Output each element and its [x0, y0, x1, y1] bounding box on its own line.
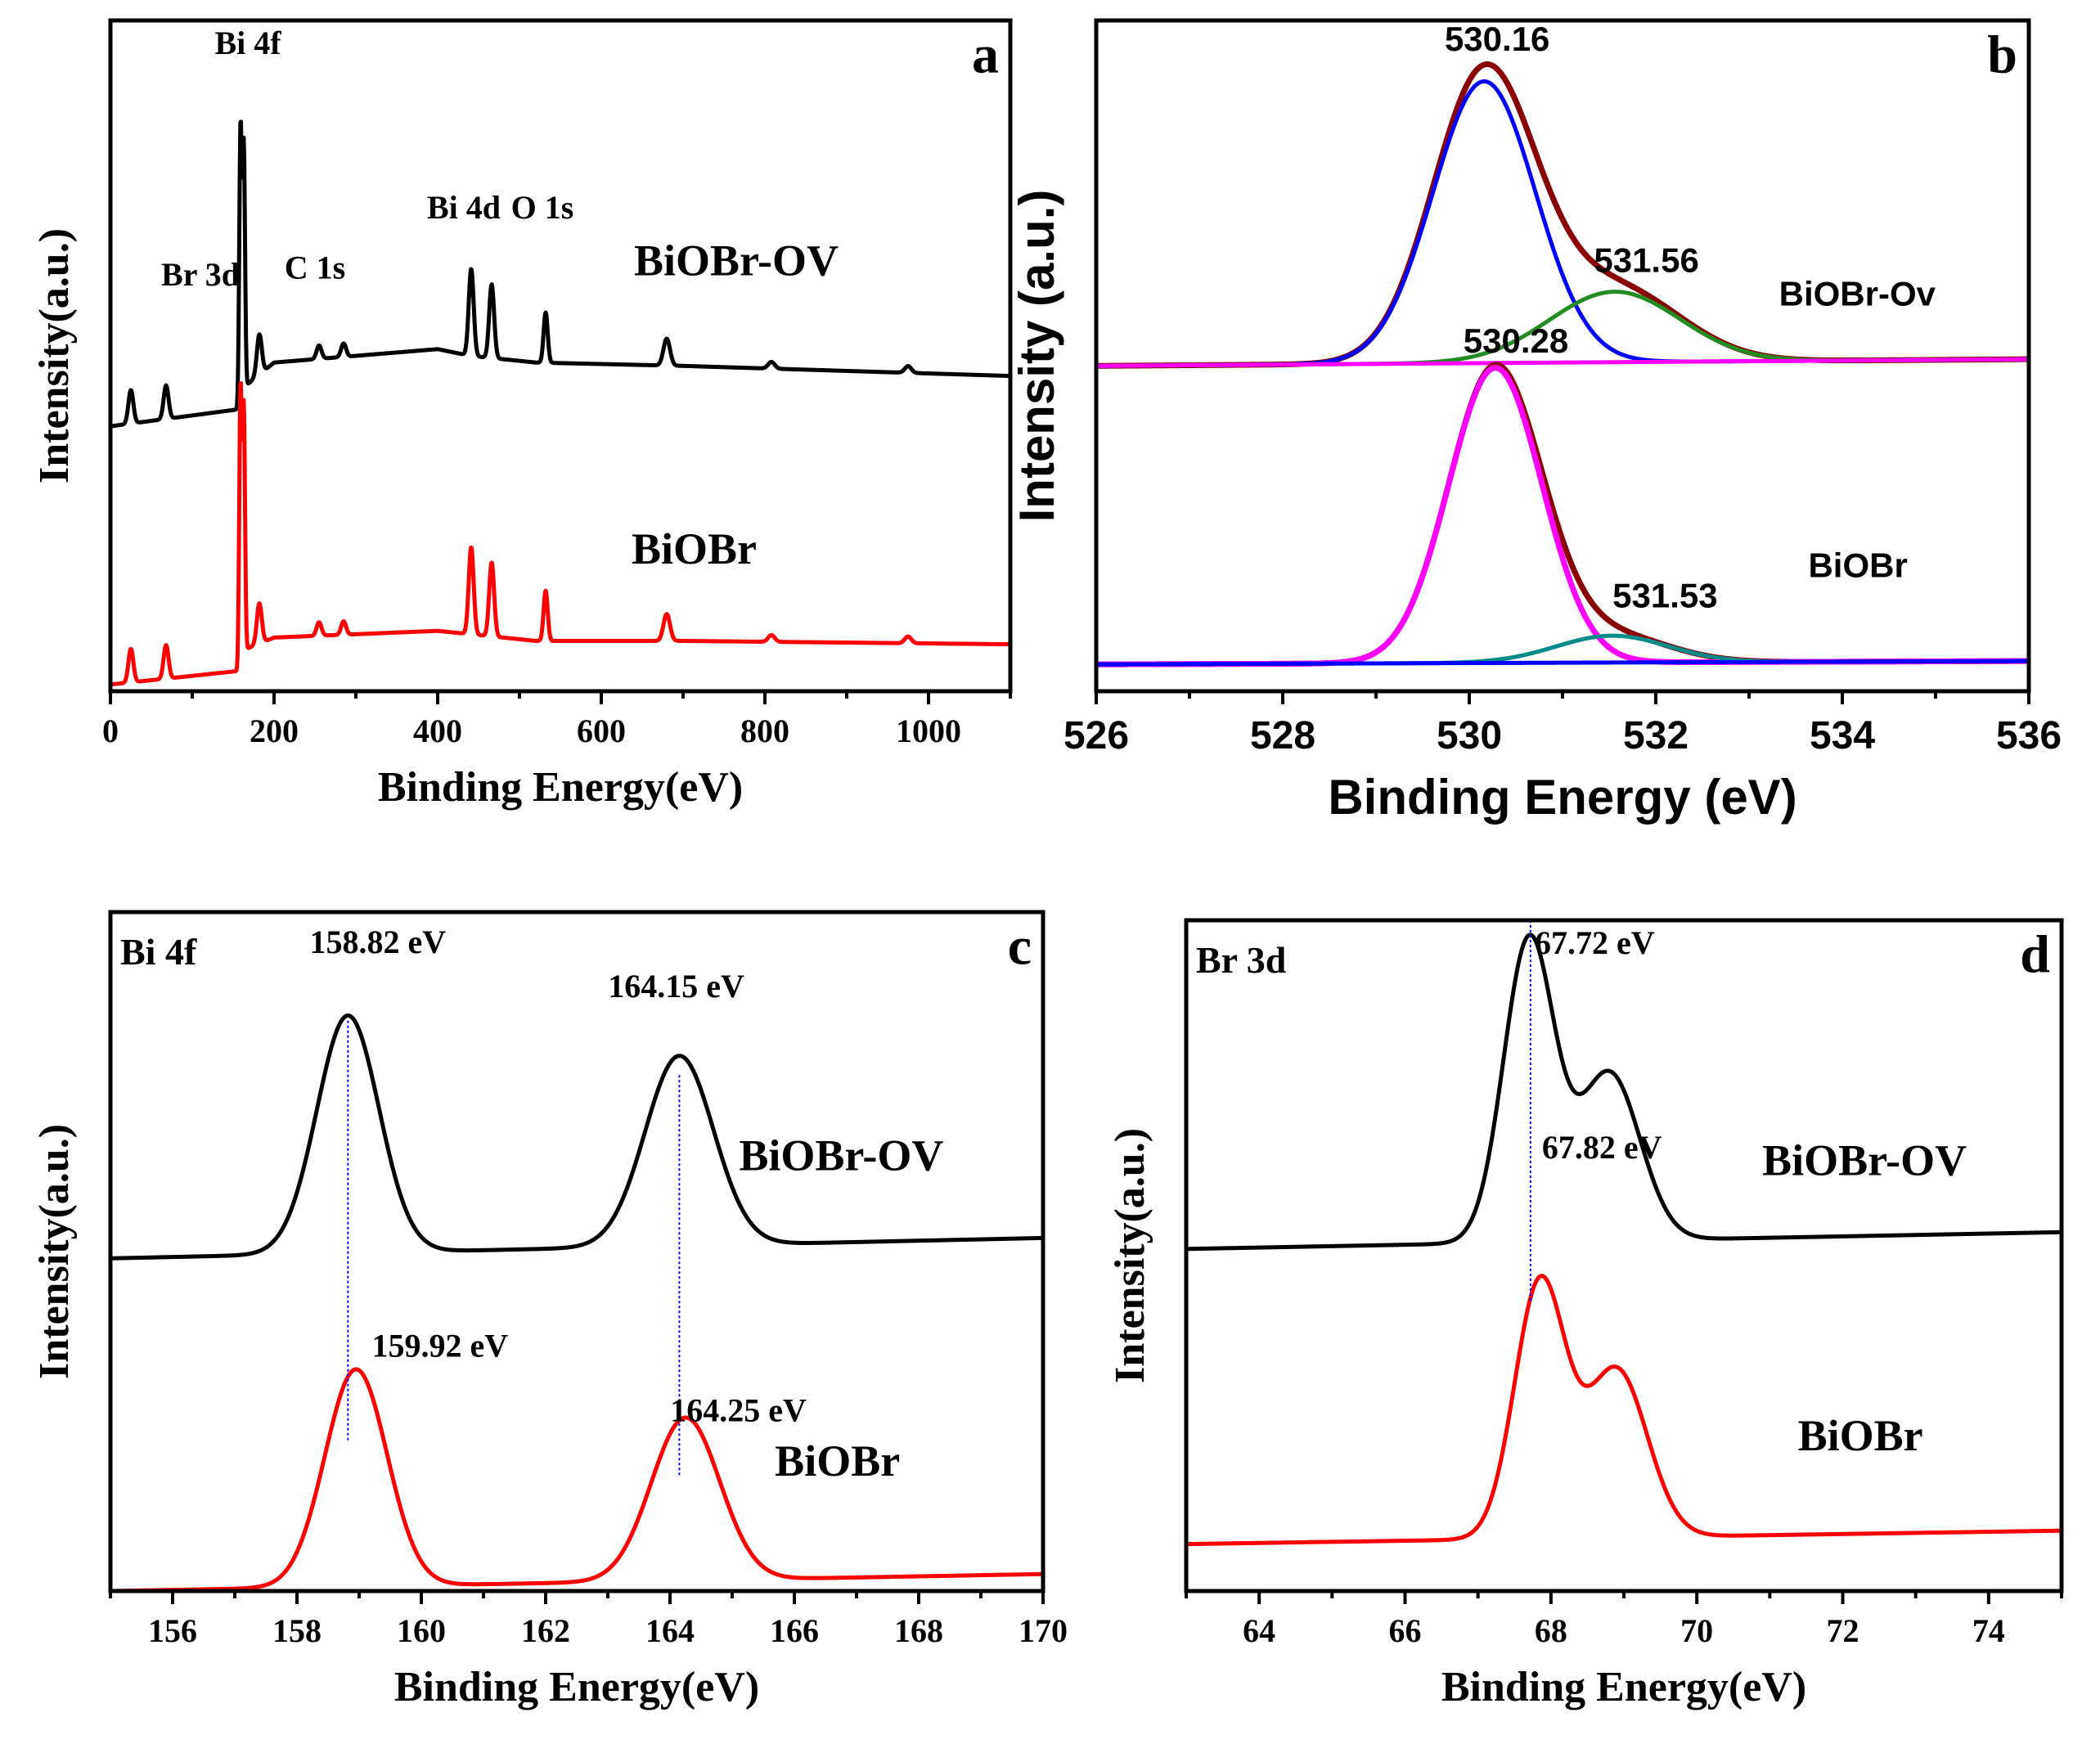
y-axis-label-a: Intensity(a.u.): [31, 228, 78, 483]
x-tick-label-c: 164: [645, 1612, 695, 1649]
peak-annotation-c-2: 159.92 eV: [371, 1328, 508, 1364]
x-tick-label-d: 74: [1972, 1612, 2005, 1649]
x-axis-label-b: Binding Energy (eV): [1328, 770, 1796, 825]
panel-a: 0 200 400 600 800 1000 Binding Energy(eV) Inten…: [31, 18, 1013, 811]
peak-annotation-b-1: 531.56: [1594, 241, 1698, 280]
x-tick-label-c: 170: [1019, 1612, 1068, 1649]
series-line-d-0: [1186, 933, 2062, 1252]
peak-annotation-b-2: 530.28: [1464, 321, 1568, 360]
x-tick-label-b: 528: [1250, 714, 1315, 757]
x-tick-label-c: 166: [770, 1612, 819, 1649]
series-line-a-1: [110, 381, 1010, 687]
peak-annotation-c-0: 158.82 eV: [309, 924, 446, 960]
corner-label-d: Br 3d: [1196, 939, 1287, 981]
x-axis-label-d: Binding Energy(eV): [1441, 1664, 1806, 1710]
series-group-a: [110, 119, 1010, 687]
peak-annotation-a-3: Bi 4d: [427, 189, 501, 226]
plot-frame-a: [108, 18, 1013, 694]
x-tick-label-d: 68: [1535, 1612, 1567, 1649]
series-label-a-0: BiOBr-OV: [634, 236, 839, 285]
x-tick-label-b: 534: [1810, 714, 1875, 757]
x-tick-label-a: 0: [102, 712, 119, 749]
x-tick-label-d: 66: [1389, 1612, 1422, 1649]
series-label-c-0: BiOBr-OV: [739, 1130, 943, 1180]
peak-annotation-b-3: 531.53: [1612, 577, 1717, 615]
y-axis-label-c: Intensity(a.u.): [31, 1124, 78, 1379]
x-tick-label-b: 526: [1063, 714, 1129, 757]
x-tick-label-a: 600: [577, 712, 626, 749]
x-axis-label-c: Binding Energy(eV): [394, 1664, 759, 1710]
x-tick-label-c: 168: [894, 1612, 943, 1649]
x-tick-label-a: 200: [250, 712, 299, 749]
series-line-c-0: [110, 1013, 1043, 1261]
y-axis-label-b: Intensity (a.u.): [1010, 190, 1064, 523]
series-group-b: [1096, 61, 2029, 667]
plot-frame-d: [1184, 918, 2064, 1593]
y-axis-label-d: Intensity(a.u.): [1107, 1128, 1153, 1383]
peak-annotation-a-2: C 1s: [285, 249, 345, 286]
x-tick-label-d: 64: [1243, 1612, 1275, 1649]
panel-letter-a: a: [972, 25, 999, 85]
peak-annotation-c-1: 164.15 eV: [608, 968, 744, 1005]
series-group-d: [1186, 933, 2062, 1547]
series-label-b-1: BiOBr: [1808, 546, 1907, 585]
panel-d: 64 66 68 70 72 74 Binding Energy(eV) Intensity(…: [1107, 918, 2064, 1710]
peak-annotation-a-4: O 1s: [511, 189, 574, 226]
x-tick-label-b: 536: [1996, 714, 2062, 757]
panel-c: 156 158 160 162 164 166 168 170 Binding Energy(e…: [31, 910, 1068, 1710]
series-label-d-0: BiOBr-OV: [1762, 1136, 1967, 1185]
x-tick-label-d: 72: [1827, 1612, 1859, 1649]
series-line-c-1: [110, 1367, 1043, 1591]
peak-annotation-d-0: 67.72 eV: [1535, 924, 1655, 961]
panel-letter-d: d: [2020, 925, 2050, 985]
series-line-b-5: [1096, 365, 2029, 667]
x-tick-label-d: 70: [1680, 1612, 1713, 1649]
series-group-c: [110, 1013, 1043, 1591]
series-label-d-1: BiOBr: [1798, 1411, 1923, 1460]
panel-letter-b: b: [1987, 25, 2017, 85]
x-tick-label-a: 800: [740, 712, 789, 749]
series-line-d-1: [1186, 1274, 2062, 1547]
series-line-b-3: [1096, 357, 2029, 368]
peak-annotation-b-0: 530.16: [1445, 20, 1549, 58]
x-tick-label-c: 162: [521, 1612, 570, 1649]
x-tick-label-b: 530: [1437, 714, 1502, 757]
x-tick-label-c: 160: [397, 1612, 446, 1649]
x-tick-label-c: 156: [148, 1612, 197, 1649]
peak-annotation-a-1: Br 3d: [161, 256, 240, 293]
peak-annotation-c-3: 164.25 eV: [670, 1392, 807, 1429]
series-label-c-1: BiOBr: [775, 1436, 900, 1486]
x-tick-label-a: 400: [413, 712, 462, 749]
plot-frame-c: [108, 910, 1046, 1593]
corner-label-c: Bi 4f: [120, 931, 197, 973]
series-label-b-0: BiOBr-Ov: [1779, 275, 1936, 313]
series-line-b-7: [1096, 658, 2029, 667]
panel-letter-c: c: [1008, 917, 1032, 977]
peak-annotation-d-1: 67.82 eV: [1542, 1129, 1662, 1166]
panel-b: 526 528 530 532 534 536 Binding Energy (eV) Int…: [1010, 18, 2062, 825]
x-axis-label-a: Binding Energy(eV): [378, 764, 743, 811]
peak-annotation-a-0: Bi 4f: [214, 25, 281, 61]
x-tick-label-b: 532: [1623, 714, 1689, 757]
series-line-a-0: [110, 119, 1010, 429]
x-tick-label-c: 158: [272, 1612, 322, 1649]
series-label-a-1: BiOBr: [632, 524, 757, 573]
x-tick-label-a: 1000: [896, 712, 961, 749]
series-line-b-4: [1096, 362, 2029, 667]
